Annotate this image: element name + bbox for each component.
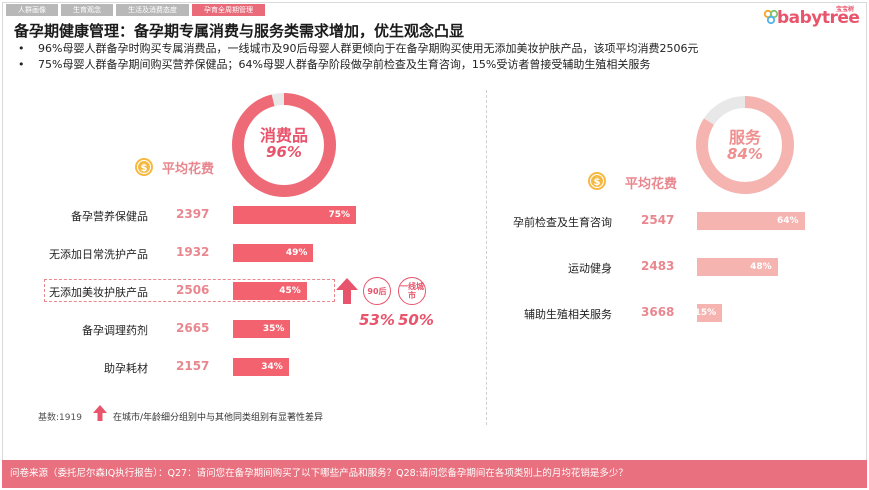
summary-bullets: • 96%母婴人群备孕时购买专属消费品，一线城市及90后母婴人群更倾向于在备孕期购…	[18, 41, 698, 73]
consumer-goods-ring	[232, 93, 336, 197]
avg-spend-value: 2506	[176, 283, 210, 297]
services-ring	[696, 96, 794, 194]
coin-icon: $	[135, 158, 153, 176]
bar-mark: 35%	[233, 320, 291, 338]
category-label: 助孕耗材	[104, 362, 148, 375]
category-label: 辅助生殖相关服务	[524, 308, 612, 321]
source-footer: 问卷来源（委托尼尔森IQ执行报告）：Q27：请问您在备孕期间购买了以下哪些产品和…	[2, 460, 867, 488]
annotation-value-tier1: 50%	[398, 311, 434, 329]
avg-spend-value: 2665	[176, 321, 210, 335]
bar-mark: 64%	[697, 212, 805, 230]
highlight-box	[44, 279, 335, 302]
category-label: 备孕营养保健品	[71, 210, 148, 223]
avg-spend-value: 2157	[176, 359, 210, 373]
avg-spend-label: 平均花费	[625, 177, 678, 192]
ring-value-arc	[696, 96, 794, 194]
svg-text:$: $	[594, 177, 601, 188]
ring-label: 消费品	[259, 126, 308, 145]
page-title: 备孕期健康管理：备孕期专属消费与服务类需求增加，优生观念凸显	[14, 22, 465, 40]
significance-legend: 在城市/年龄细分组别中与其他同类组别有显著性差异	[113, 413, 324, 423]
category-label: 运动健身	[568, 262, 612, 275]
bar-mark: 75%	[233, 206, 356, 224]
panel-divider	[486, 90, 487, 425]
ring-value: 84%	[727, 145, 763, 163]
bar-mark: 48%	[697, 258, 778, 276]
category-label: 无添加日常洗护产品	[49, 248, 148, 261]
logo-tree-icon	[763, 9, 779, 25]
avg-spend-value: 2483	[641, 259, 675, 273]
up-arrow-icon	[336, 278, 358, 304]
bar-value-label: 75%	[328, 210, 350, 220]
avg-spend-value: 2547	[641, 213, 675, 227]
avg-spend-value: 2397	[176, 207, 210, 221]
ring-value: 96%	[266, 143, 302, 161]
bar-value-label: 45%	[279, 286, 301, 296]
tab-lifestyle[interactable]: 生活及消费态度	[116, 4, 189, 16]
tab-pregnancy-cycle[interactable]: 孕育全周期管理	[192, 4, 265, 16]
category-label: 备孕调理药剂	[82, 324, 148, 337]
avg-spend-value: 1932	[176, 245, 210, 259]
ring-value-arc	[232, 93, 336, 197]
bar-mark: 15%	[694, 304, 723, 322]
bar-mark: 45%	[233, 282, 307, 300]
bullet-text: 75%母婴人群备孕期间购买营养保健品；64%母婴人群备孕阶段做孕前检查及生育咨询…	[38, 58, 651, 71]
avg-spend-value: 3668	[641, 305, 675, 319]
legend-up-arrow-icon	[93, 405, 107, 421]
logo-wordmark: babytree	[777, 8, 860, 28]
category-label: 孕前检查及生育咨询	[513, 216, 612, 229]
bar-value-label: 48%	[750, 262, 772, 272]
bar-value-label: 35%	[262, 324, 285, 334]
badge-90s: 90后	[363, 277, 391, 305]
bar-mark: 49%	[233, 244, 314, 262]
svg-text:$: $	[141, 163, 148, 174]
base-note: 基数:1919	[38, 413, 82, 423]
bullet-item: • 75%母婴人群备孕期间购买营养保健品；64%母婴人群备孕阶段做孕前检查及生育咨…	[18, 58, 651, 71]
bar-value-label: 49%	[285, 248, 308, 258]
tab-fertility-views[interactable]: 生育观念	[61, 4, 113, 16]
bar-value-label: 34%	[261, 362, 283, 372]
coin-icon: $	[588, 172, 606, 190]
logo-small-text: 宝宝树	[836, 6, 855, 13]
babytree-logo: babytree	[763, 6, 860, 28]
avg-spend-label: 平均花费	[162, 162, 215, 177]
bar-value-label: 15%	[694, 308, 717, 318]
annotation-value-90s: 53%	[359, 311, 395, 329]
bar-mark: 34%	[233, 358, 289, 376]
bullet-text: 96%母婴人群备孕时购买专属消费品，一线城市及90后母婴人群更倾向于在备孕期购买…	[38, 42, 699, 55]
category-label: 无添加美妆护肤产品	[49, 286, 148, 299]
bar-value-label: 64%	[776, 216, 799, 226]
badge-tier1-city: 一线城市	[398, 277, 426, 305]
tab-portrait[interactable]: 人群画像	[6, 4, 58, 16]
bullet-item: • 96%母婴人群备孕时购买专属消费品，一线城市及90后母婴人群更倾向于在备孕期购…	[18, 42, 699, 55]
top-tabs: 人群画像 生育观念 生活及消费态度 孕育全周期管理	[6, 4, 265, 16]
ring-label: 服务	[728, 128, 761, 147]
